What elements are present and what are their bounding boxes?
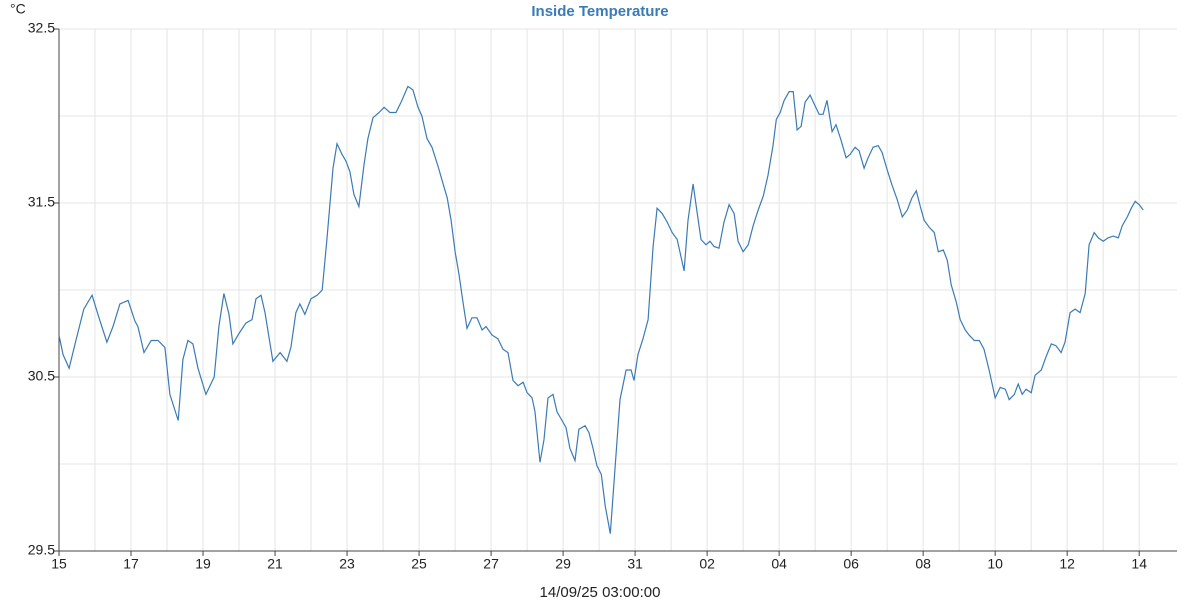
y-tick-label: 29.5 (28, 542, 55, 558)
x-tick-label: 02 (699, 556, 715, 572)
x-tick-label: 27 (483, 556, 499, 572)
x-tick-label: 21 (267, 556, 283, 572)
x-tick-label: 23 (339, 556, 355, 572)
x-tick-label: 08 (915, 556, 931, 572)
x-tick-label: 29 (555, 556, 571, 572)
x-tick-label: 14 (1131, 556, 1147, 572)
x-tick-label: 10 (987, 556, 1003, 572)
x-tick-label: 15 (51, 556, 67, 572)
x-tick-label: 12 (1059, 556, 1075, 572)
y-tick-label: 31.5 (28, 194, 55, 210)
x-tick-label: 17 (123, 556, 139, 572)
x-tick-label: 19 (195, 556, 211, 572)
y-unit: °C (10, 1, 26, 17)
x-tick-label: 04 (771, 556, 787, 572)
chart-title: Inside Temperature (531, 3, 668, 20)
y-tick-label: 30.5 (28, 368, 55, 384)
x-tick-label: 31 (627, 556, 643, 572)
x-tick-label: 25 (411, 556, 427, 572)
x-tick-label: 06 (843, 556, 859, 572)
x-axis-label: 14/09/25 03:00:00 (540, 584, 661, 600)
y-tick-label: 32.5 (28, 20, 55, 36)
data-line (58, 85, 1144, 534)
